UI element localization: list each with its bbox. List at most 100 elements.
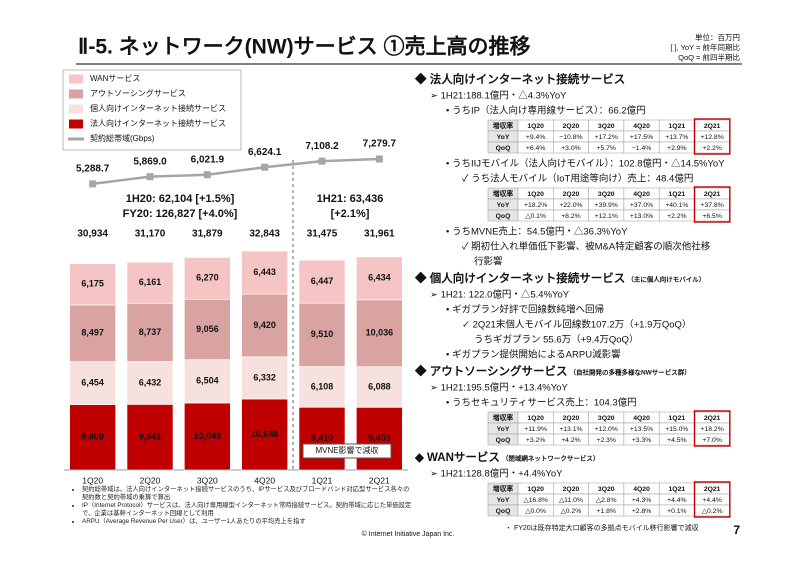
value-label: 6,161 <box>139 277 162 287</box>
value-label: 6,175 <box>81 279 104 289</box>
table-text: 2Q21 <box>704 191 721 198</box>
table-text: +17.2% <box>595 134 618 141</box>
bullet-text: • ギガプラン好評で回線数純増へ回帰 <box>446 304 604 316</box>
table-text: +2.3% <box>597 437 616 444</box>
table-text: +4.4% <box>667 497 686 504</box>
section-subtitle: （閉域網ネットワークサービス） <box>502 454 600 463</box>
table-text: 1Q21 <box>669 486 686 493</box>
bandwidth-point <box>375 155 383 163</box>
table-text: +22.0% <box>559 202 582 209</box>
annotation: [+2.1%] <box>331 208 370 220</box>
bar-segment <box>298 406 346 471</box>
unit-note: QoQ = 前四半期比 <box>678 52 740 62</box>
table-text: 2Q20 <box>563 486 580 493</box>
table-text: +2.2% <box>702 145 721 152</box>
table-text: +37.0% <box>630 202 653 209</box>
bar-segment <box>184 359 231 404</box>
table-text: 2Q21 <box>704 486 721 493</box>
note: IP（Internet Protocol）サービスは、法人向け専用線型インターネ… <box>82 502 412 518</box>
bandwidth-point <box>89 180 97 188</box>
x-tick-label: 2Q20 <box>140 475 161 485</box>
total-label: 32,843 <box>249 229 280 240</box>
bar-segment <box>184 298 231 360</box>
bandwidth-line <box>92 157 380 186</box>
value-label: 10,049 <box>194 431 222 441</box>
section-subtitle: （主に個人向けモバイル） <box>627 275 705 284</box>
unit-note: 単位：百万円 <box>695 32 740 42</box>
table-text: +3.2% <box>526 437 545 444</box>
bandwidth-point <box>318 157 326 165</box>
value-label: 6,432 <box>139 377 162 387</box>
bar-segment <box>241 250 288 295</box>
bullet-text: • うちIP（法人向け専用線サービス）：66.2億円 <box>446 105 646 117</box>
table-text: +11.9% <box>524 426 547 433</box>
table-text: △11.0% <box>559 497 583 504</box>
value-label: 6,332 <box>253 372 276 382</box>
x-tick-label: 1Q20 <box>82 475 103 485</box>
table-text: +6.5% <box>702 213 721 220</box>
bar-segment <box>298 302 346 367</box>
value-label: 6,454 <box>81 377 104 387</box>
bar-segment <box>69 263 116 306</box>
table-text: −1.4% <box>632 145 651 152</box>
annotation: MVNE影響で減収 <box>315 445 378 455</box>
bandwidth-point <box>261 163 269 171</box>
value-label: 10,036 <box>366 328 394 338</box>
copyright: © Internet Initiative Japan Inc. <box>362 530 455 538</box>
table-text: +13.7% <box>665 134 688 141</box>
table-text: 1Q20 <box>527 191 544 198</box>
value-label: 6,088 <box>368 381 391 391</box>
note: 契約総帯域は、法人向けインターネット接続サービスのうち、IPサービス及びブロード… <box>82 486 412 502</box>
table-text: +3.3% <box>632 437 651 444</box>
annotation: 1H21: 63,436 <box>317 193 384 205</box>
table-text: +37.8% <box>701 202 724 209</box>
table-text: 3Q20 <box>598 123 615 130</box>
bandwidth-label: 5,288.7 <box>76 164 110 175</box>
table-text: 増収率 <box>493 189 514 198</box>
table-text: △0.2% <box>561 508 582 515</box>
table-text: 4Q20 <box>633 415 650 422</box>
table-text: +4.3% <box>632 497 651 504</box>
table-text: +7.0% <box>702 437 721 444</box>
legend-label: WANサービス <box>90 74 140 83</box>
footnote: ・ FY20は既存特定大口顧客の多拠点モバイル移行影響で減収 <box>505 523 699 532</box>
bar-segment <box>241 356 288 400</box>
table-text: +13.5% <box>630 426 653 433</box>
bullet-text: • うちMVNE売上：54.5億円・△36.3%YoY <box>446 226 628 238</box>
bar-segment <box>69 361 116 405</box>
legend-label: 契約総帯域(Gbps) <box>90 133 155 143</box>
unit-note: [ ], YoY = 前年同期比 <box>670 42 740 52</box>
bandwidth-point <box>203 171 211 179</box>
table-text: +3.0% <box>561 145 580 152</box>
table-text: +12.1% <box>595 213 618 220</box>
bullet-text: ✓ うち法人モバイル（IoT用途等向け）売上：48.4億円 <box>462 173 693 185</box>
value-label: 8,737 <box>139 327 162 337</box>
bullet-text: • うちIIJモバイル（法人向けモバイル）：102.8億円・△14.5%YoY <box>446 158 725 170</box>
total-label: 31,961 <box>364 229 395 240</box>
value-label: 6,504 <box>196 376 219 386</box>
bar-segment <box>184 257 231 300</box>
table-text: +15.0% <box>665 426 688 433</box>
legend-box <box>62 69 242 151</box>
bar-segment <box>126 404 174 471</box>
table-text: +12.0% <box>595 426 618 433</box>
table-text: YoY <box>497 426 510 433</box>
table-text: 増収率 <box>493 484 514 493</box>
bullet-text: ➢ 1H21:188.1億円・△4.3%YoY <box>430 90 567 102</box>
highlight-column <box>693 481 731 518</box>
value-label: 9,420 <box>253 320 276 330</box>
table-text: +18.2% <box>524 202 547 209</box>
bandwidth-label: 6,021.9 <box>191 154 225 165</box>
table-text: YoY <box>497 497 510 504</box>
bar-segment <box>356 256 403 301</box>
table-text: YoY <box>497 134 510 141</box>
table-text: +1.8% <box>597 508 616 515</box>
table-text: QoQ <box>496 508 511 515</box>
x-tick-label: 2Q21 <box>369 475 390 485</box>
table-text: 3Q20 <box>598 191 615 198</box>
table-text: QoQ <box>496 437 511 444</box>
table-text: 1Q21 <box>669 191 686 198</box>
value-label: 9,841 <box>139 432 162 442</box>
table-text: 3Q20 <box>598 486 615 493</box>
